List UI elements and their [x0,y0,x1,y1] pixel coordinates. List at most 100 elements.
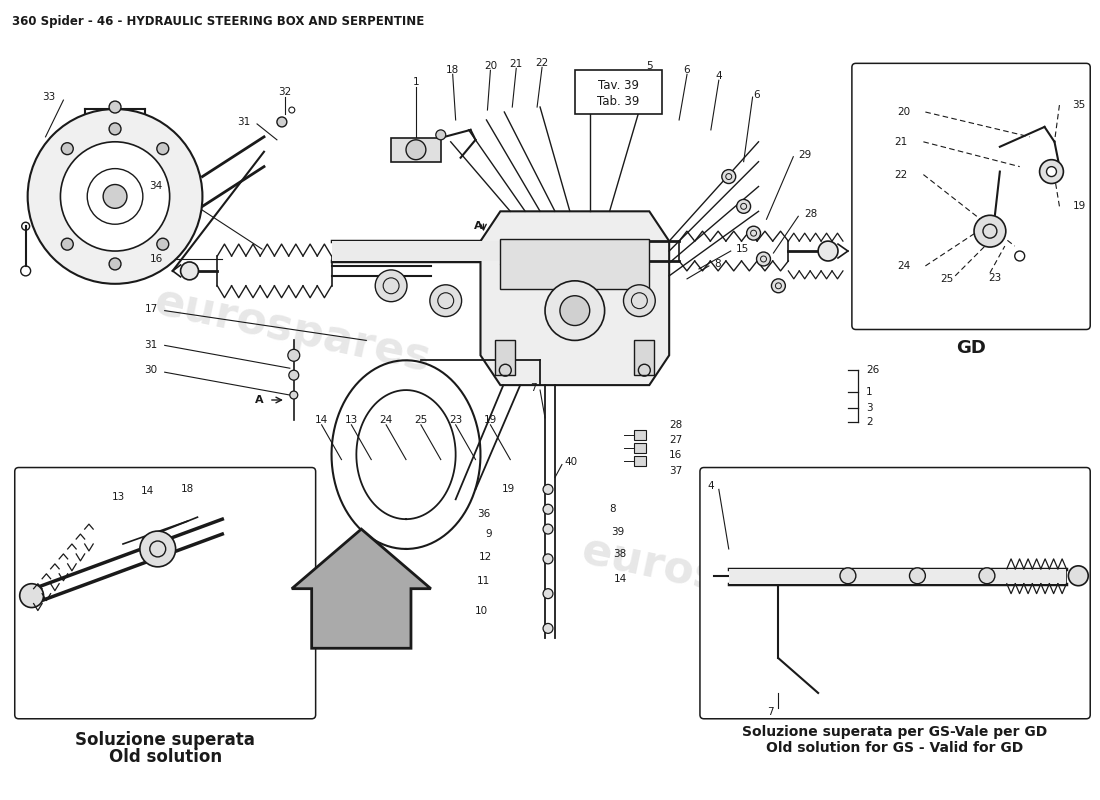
Bar [575,70,662,114]
Text: 21: 21 [509,59,522,70]
Circle shape [20,584,44,607]
Circle shape [103,185,127,208]
Text: 29: 29 [799,150,812,160]
Circle shape [289,391,298,399]
Text: 25: 25 [940,274,954,284]
Text: 19: 19 [1072,202,1086,211]
Text: 31: 31 [144,340,157,350]
Text: eurospares: eurospares [150,280,433,381]
Text: 16: 16 [669,450,682,460]
Bar [500,239,649,289]
Circle shape [722,170,736,183]
Text: 40: 40 [565,457,578,466]
Text: 23: 23 [988,273,1001,283]
Text: 7: 7 [767,707,773,717]
Circle shape [140,531,176,567]
Bar [331,241,560,261]
Circle shape [910,568,925,584]
Circle shape [624,285,656,317]
FancyBboxPatch shape [851,63,1090,330]
Text: A: A [255,395,264,405]
Circle shape [109,258,121,270]
Circle shape [979,568,994,584]
Circle shape [430,285,462,317]
Text: Old solution: Old solution [109,747,222,766]
Text: 20: 20 [484,62,497,71]
Text: 6: 6 [684,66,691,75]
Circle shape [543,589,553,598]
Text: 22: 22 [894,170,908,179]
Text: 31: 31 [236,117,250,127]
Circle shape [543,623,553,634]
Text: 1: 1 [412,78,419,87]
Text: 4: 4 [707,482,714,491]
Circle shape [109,123,121,135]
Text: 35: 35 [1072,100,1086,110]
Circle shape [757,252,770,266]
Text: 8: 8 [609,504,616,514]
Text: Tab. 39: Tab. 39 [597,94,640,107]
Circle shape [62,142,74,154]
Text: 18: 18 [180,484,195,494]
Text: 6: 6 [754,90,760,100]
Text: 3: 3 [866,403,872,413]
Text: 34: 34 [150,182,163,191]
Text: 39: 39 [612,527,625,537]
Circle shape [840,568,856,584]
Text: 2: 2 [866,417,872,427]
Circle shape [28,109,202,284]
Text: 37: 37 [669,466,682,477]
Text: GD: GD [956,339,986,358]
Text: 28: 28 [669,420,682,430]
Text: Old solution for GS - Valid for GD: Old solution for GS - Valid for GD [767,741,1024,754]
Text: 14: 14 [141,486,154,496]
Circle shape [436,130,446,140]
Text: 36: 36 [477,510,491,519]
Circle shape [1046,166,1056,177]
Text: 28: 28 [804,210,817,219]
Circle shape [60,142,169,251]
Bar [635,442,647,453]
Circle shape [771,279,785,293]
Text: Tav. 39: Tav. 39 [598,78,639,92]
Text: 33: 33 [42,92,55,102]
Text: 360 Spider - 46 - HYDRAULIC STEERING BOX AND SERPENTINE: 360 Spider - 46 - HYDRAULIC STEERING BOX… [12,14,424,28]
Circle shape [543,504,553,514]
Text: 17: 17 [144,304,157,314]
Text: 19: 19 [502,484,515,494]
Polygon shape [292,529,431,648]
Text: 1: 1 [866,387,872,397]
Text: Soluzione superata: Soluzione superata [75,730,255,749]
Circle shape [277,117,287,127]
Text: A: A [474,222,483,231]
Circle shape [289,370,299,380]
Circle shape [406,140,426,160]
Bar [635,430,647,440]
Circle shape [180,262,198,280]
Bar [392,138,441,162]
Text: 22: 22 [536,58,549,68]
Text: 27: 27 [669,434,682,445]
Text: eurospares: eurospares [576,529,861,629]
Text: 30: 30 [144,366,157,375]
Bar [495,341,515,375]
Circle shape [157,142,168,154]
Text: 14: 14 [315,415,328,425]
Circle shape [288,350,299,362]
Text: 38: 38 [614,549,627,559]
FancyBboxPatch shape [700,467,1090,718]
Text: 4: 4 [715,71,722,82]
Text: 32: 32 [278,87,292,97]
Text: 10: 10 [475,606,488,615]
Circle shape [543,524,553,534]
Text: 7: 7 [530,383,537,393]
Circle shape [737,199,750,214]
Text: 25: 25 [415,415,428,425]
Text: 24: 24 [898,261,911,271]
Text: 15: 15 [736,244,749,254]
Text: Soluzione superata per GS-Vale per GD: Soluzione superata per GS-Vale per GD [742,725,1047,738]
Text: 24: 24 [379,415,393,425]
Circle shape [544,281,605,341]
Circle shape [1040,160,1064,183]
Circle shape [62,238,74,250]
